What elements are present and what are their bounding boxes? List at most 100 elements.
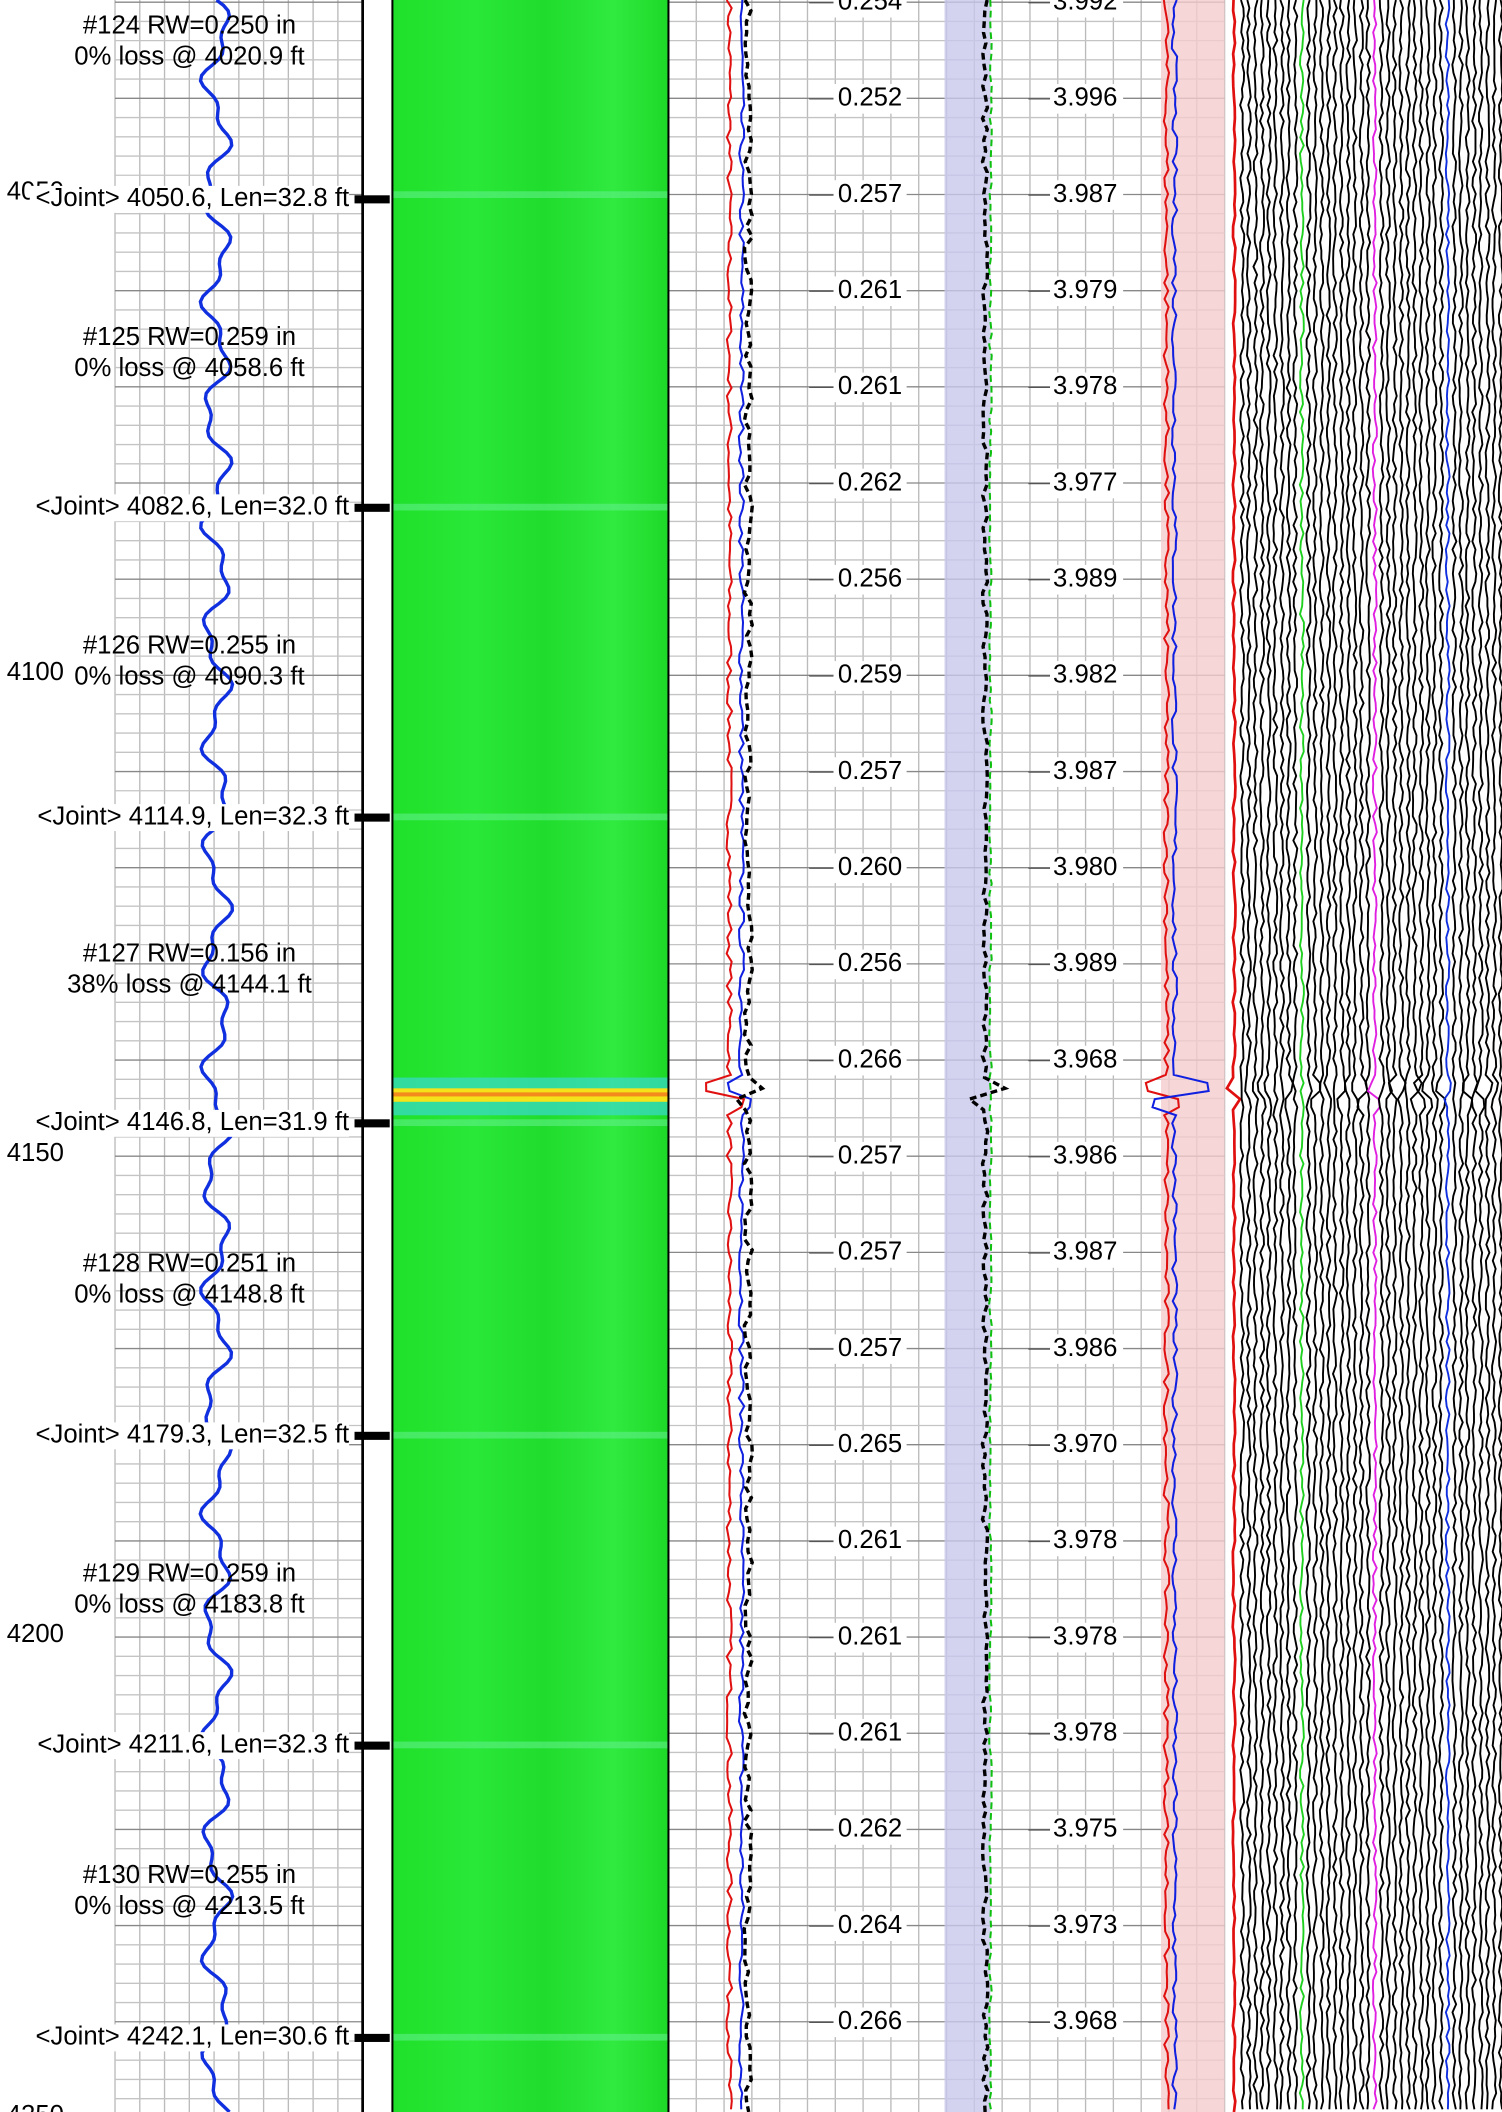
label-bg [833, 1238, 907, 1268]
label-bg [833, 0, 907, 18]
wall-reading: 0.257 [838, 1238, 902, 1266]
log-curve [1470, 0, 1479, 2110]
wall-reading: 0.261 [838, 372, 902, 400]
joint-trace [392, 1741, 669, 1749]
label-bg [833, 180, 907, 210]
joint-trace [392, 813, 669, 821]
id-reading: 3.980 [1053, 853, 1117, 881]
log-curve [1331, 0, 1339, 2110]
id-reading: 3.987 [1053, 180, 1117, 208]
thickness-curve [198, 0, 235, 2112]
label-bg [833, 1141, 907, 1172]
label-bg [29, 494, 350, 522]
anomaly-core [392, 1092, 669, 1097]
log-curve [1343, 0, 1352, 2110]
wall-reading: 0.257 [838, 757, 902, 785]
label-bg [833, 468, 907, 499]
depth-label: 4100 [7, 658, 64, 686]
wall-reading: 0.259 [838, 661, 902, 689]
label-bg [1050, 372, 1124, 403]
log-curve [1377, 0, 1386, 2110]
log-curve [1461, 0, 1474, 2110]
label-bg [29, 1732, 350, 1760]
label-bg [833, 2007, 907, 2038]
label-bg [1050, 1430, 1124, 1461]
id-reading: 3.992 [1053, 0, 1117, 15]
log-curve [1272, 0, 1279, 2110]
segment-title: #128 RW=0.251 in [83, 1250, 296, 1278]
log-curve [1451, 0, 1458, 2110]
od-band [1161, 0, 1225, 2112]
log-curve [1484, 0, 1494, 2110]
joint-mark [354, 503, 390, 512]
wall-reading: 0.261 [838, 1719, 902, 1747]
label-bg [833, 564, 907, 595]
joint-mark [354, 2033, 390, 2042]
label-bg [1050, 468, 1124, 499]
log-curve [1225, 0, 1242, 2112]
id-reading: 3.982 [1053, 661, 1117, 689]
wall-reading: 0.262 [838, 468, 902, 496]
wall-reading: 0.262 [838, 1815, 902, 1843]
label-bg [833, 276, 907, 307]
wall-reading: 0.264 [838, 1911, 902, 1939]
wall-reading: 0.254 [838, 0, 902, 15]
id-reading: 3.978 [1053, 372, 1117, 400]
joint-mark [354, 195, 390, 204]
label-bg [833, 661, 907, 691]
segment-title: #126 RW=0.255 in [83, 631, 296, 659]
label-bg [833, 853, 907, 884]
id-reading: 3.979 [1053, 276, 1117, 304]
log-curve [1251, 0, 1260, 2110]
log-curve [726, 0, 752, 2110]
log-curve [1263, 0, 1273, 2110]
id-reading: 3.989 [1053, 565, 1117, 593]
log-curve [1144, 0, 1180, 2110]
label-bg [833, 1430, 907, 1461]
log-curve [1364, 0, 1372, 2110]
label-bg [1050, 1045, 1124, 1076]
label-bg [1050, 276, 1124, 307]
wall-reading: 0.256 [838, 949, 902, 977]
label-bg [833, 84, 907, 114]
label-bg [1050, 853, 1124, 884]
label-bg [1050, 564, 1124, 595]
log-curve [1323, 0, 1333, 2110]
wall-reading: 0.260 [838, 853, 902, 881]
segment-loss: 0% loss @ 4183.8 ft [74, 1590, 304, 1618]
label-bg [833, 1045, 907, 1076]
joint-trace [392, 1431, 669, 1439]
log-curve [1497, 0, 1502, 2110]
segment-loss: 38% loss @ 4144.1 ft [67, 971, 312, 999]
casing-image [392, 0, 669, 2112]
joint-label: <Joint> 4146.8, Len=31.9 ft [35, 1108, 349, 1136]
log-curve [1291, 0, 1299, 2110]
log-curve [1457, 0, 1465, 2110]
label-bg [1050, 1238, 1124, 1268]
id-reading: 3.978 [1053, 1719, 1117, 1747]
segment-title: #124 RW=0.250 in [83, 12, 296, 40]
log-curve [1430, 0, 1439, 2110]
label-bg [1050, 1815, 1124, 1845]
label-bg [29, 185, 350, 213]
label-bg [1050, 1141, 1124, 1172]
joint-trace [392, 2033, 669, 2041]
id-reading: 3.977 [1053, 468, 1117, 496]
id-reading: 3.978 [1053, 1526, 1117, 1554]
label-bg [1050, 0, 1124, 18]
id-reading: 3.978 [1053, 1622, 1117, 1650]
wall-reading: 0.261 [838, 1526, 902, 1554]
log-curve [1256, 0, 1267, 2110]
wall-reading: 0.252 [838, 84, 902, 112]
log-curve [1284, 0, 1294, 2110]
label-bg [1050, 2007, 1124, 2038]
label-bg [1050, 1622, 1124, 1653]
log-curve [1366, 0, 1381, 2110]
log-curve [1443, 0, 1452, 2110]
segment-loss: 0% loss @ 4020.9 ft [74, 43, 304, 71]
log-curve [705, 0, 746, 2110]
segment-loss: 0% loss @ 4090.3 ft [74, 662, 304, 690]
label-bg [833, 1334, 907, 1364]
id-reading: 3.975 [1053, 1815, 1117, 1843]
joint-mark [354, 813, 390, 822]
